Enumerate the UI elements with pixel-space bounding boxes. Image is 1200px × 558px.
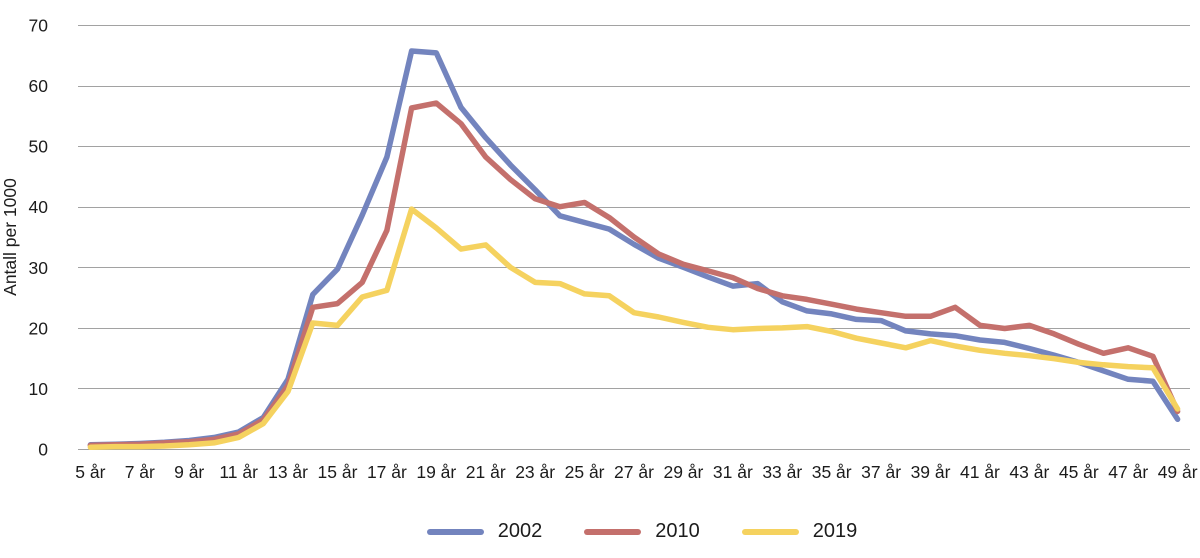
x-tick-15-ar: 15 år xyxy=(318,462,358,482)
y-tick-40: 40 xyxy=(29,197,49,217)
series-line-2002 xyxy=(87,48,1181,448)
series-line-2019 xyxy=(87,206,1181,450)
y-tick-70: 70 xyxy=(29,16,49,36)
series-line-2010 xyxy=(87,100,1181,449)
x-tick-43-ar: 43 år xyxy=(1009,462,1049,482)
x-tick-35-ar: 35 år xyxy=(812,462,852,482)
y-tick-50: 50 xyxy=(29,137,49,157)
x-tick-7-ar: 7 år xyxy=(125,462,155,482)
legend-swatch-2002 xyxy=(426,528,484,535)
x-tick-17-ar: 17 år xyxy=(367,462,407,482)
legend-label: 2002 xyxy=(497,520,543,542)
x-tick-37-ar: 37 år xyxy=(861,462,901,482)
chart-legend: 2002 2010 2019 xyxy=(42,520,1200,543)
legend-item-2002: 2002 xyxy=(426,520,543,543)
legend-swatch-2019 xyxy=(741,528,799,535)
y-tick-0: 0 xyxy=(38,440,48,460)
x-tick-25-ar: 25 år xyxy=(565,462,605,482)
x-tick-23-ar: 23 år xyxy=(515,462,555,482)
x-tick-13-ar: 13 år xyxy=(268,462,308,482)
x-tick-5-ar: 5 år xyxy=(75,462,105,482)
y-tick-30: 30 xyxy=(29,258,49,278)
y-tick-10: 10 xyxy=(29,379,49,399)
legend-item-2019: 2019 xyxy=(741,520,858,543)
legend-label: 2010 xyxy=(655,520,700,542)
x-tick-41-ar: 41 år xyxy=(960,462,1000,482)
x-tick-27-ar: 27 år xyxy=(614,462,654,482)
x-tick-49-ar: 49 år xyxy=(1158,462,1198,482)
legend-item-2010: 2010 xyxy=(584,520,700,543)
x-tick-21-ar: 21 år xyxy=(466,462,506,482)
legend-label: 2019 xyxy=(812,520,858,542)
line-chart: 0 10 20 30 40 50 60 70 5 år 7 år 9 år 11 år 13 år 15 … xyxy=(0,16,1198,483)
x-tick-31-ar: 31 år xyxy=(713,462,753,482)
x-tick-19-ar: 19 år xyxy=(416,462,456,482)
x-tick-45-ar: 45 år xyxy=(1059,462,1099,482)
x-tick-33-ar: 33 år xyxy=(762,462,802,482)
y-tick-60: 60 xyxy=(29,76,49,96)
y-tick-20: 20 xyxy=(29,318,49,338)
x-tick-39-ar: 39 år xyxy=(911,462,951,482)
x-tick-9-ar: 9 år xyxy=(174,462,204,482)
x-tick-29-ar: 29 år xyxy=(663,462,703,482)
legend-swatch-2010 xyxy=(584,528,642,535)
x-tick-11-ar: 11 år xyxy=(219,462,258,482)
x-tick-47-ar: 47 år xyxy=(1108,462,1148,482)
y-axis-title: Antall per 1000 xyxy=(0,178,20,296)
